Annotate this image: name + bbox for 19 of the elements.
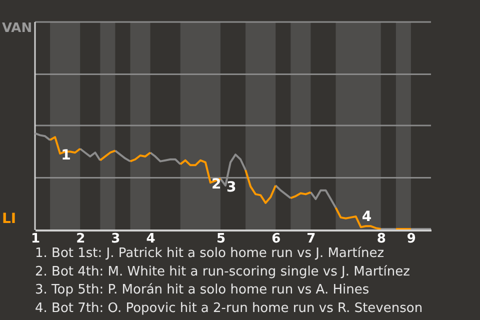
x-tick-label: 2 bbox=[76, 232, 86, 246]
text: 3. Top 5th: P. Morán hit a solo home run vs A. Hines bbox=[35, 282, 370, 298]
annotation: 3 bbox=[226, 180, 236, 196]
annotation: 4 bbox=[362, 209, 372, 226]
text: 1. Bot 1st: J. Patrick hit a solo home run vs J. Martínez bbox=[35, 246, 384, 261]
x-tick-label: 3 bbox=[111, 232, 120, 246]
x-tick-label: 8 bbox=[376, 232, 386, 246]
x-tick-label: 1 bbox=[30, 232, 40, 246]
x-tick-label: 5 bbox=[216, 232, 226, 246]
text: VAN bbox=[2, 21, 32, 36]
text: 2. Bot 4th: M. White hit a run-scoring single vs J. Martínez bbox=[35, 264, 410, 280]
text: 4. Bot 7th: O. Popovic hit a 2-run home run vs R. Stevenson bbox=[35, 300, 423, 316]
annotation: 2 bbox=[211, 176, 222, 193]
x-tick-label: 6 bbox=[272, 232, 281, 246]
annotation: 1 bbox=[61, 148, 71, 164]
x-tick-label: 9 bbox=[406, 232, 416, 246]
text: LI bbox=[2, 211, 16, 227]
x-tick-label: 4 bbox=[146, 232, 156, 246]
x-tick-label: 7 bbox=[306, 232, 316, 246]
